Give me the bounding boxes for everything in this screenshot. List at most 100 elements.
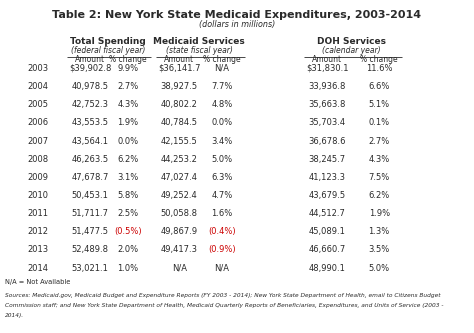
Text: $36,141.7: $36,141.7 bbox=[158, 64, 201, 73]
Text: 2010: 2010 bbox=[27, 191, 48, 200]
Text: 3.5%: 3.5% bbox=[369, 245, 390, 254]
Text: 48,990.1: 48,990.1 bbox=[309, 264, 346, 273]
Text: 2014).: 2014). bbox=[5, 313, 24, 318]
Text: 1.3%: 1.3% bbox=[369, 227, 390, 236]
Text: 46,660.7: 46,660.7 bbox=[309, 245, 346, 254]
Text: $39,902.8: $39,902.8 bbox=[69, 64, 111, 73]
Text: N/A: N/A bbox=[214, 264, 229, 273]
Text: 2013: 2013 bbox=[27, 245, 49, 254]
Text: 5.0%: 5.0% bbox=[211, 155, 232, 164]
Text: Amount: Amount bbox=[164, 55, 194, 64]
Text: 40,784.5: 40,784.5 bbox=[161, 118, 198, 128]
Text: 35,703.4: 35,703.4 bbox=[309, 118, 346, 128]
Text: 46,263.5: 46,263.5 bbox=[72, 155, 109, 164]
Text: Table 2: New York State Medicaid Expenditures, 2003-2014: Table 2: New York State Medicaid Expendi… bbox=[53, 10, 421, 20]
Text: % change: % change bbox=[360, 55, 398, 64]
Text: (calendar year): (calendar year) bbox=[322, 46, 381, 55]
Text: (federal fiscal year): (federal fiscal year) bbox=[71, 46, 145, 55]
Text: 2008: 2008 bbox=[27, 155, 49, 164]
Text: 2.7%: 2.7% bbox=[369, 137, 390, 146]
Text: 43,679.5: 43,679.5 bbox=[309, 191, 346, 200]
Text: 52,489.8: 52,489.8 bbox=[72, 245, 109, 254]
Text: 7.7%: 7.7% bbox=[211, 82, 233, 91]
Text: 2003: 2003 bbox=[27, 64, 49, 73]
Text: 1.0%: 1.0% bbox=[118, 264, 138, 273]
Text: 0.0%: 0.0% bbox=[211, 118, 232, 128]
Text: (0.4%): (0.4%) bbox=[208, 227, 236, 236]
Text: 35,663.8: 35,663.8 bbox=[309, 100, 346, 109]
Text: 3.1%: 3.1% bbox=[118, 173, 138, 182]
Text: 2009: 2009 bbox=[27, 173, 48, 182]
Text: 45,089.1: 45,089.1 bbox=[309, 227, 346, 236]
Text: (0.5%): (0.5%) bbox=[114, 227, 142, 236]
Text: 6.6%: 6.6% bbox=[368, 82, 390, 91]
Text: 49,417.3: 49,417.3 bbox=[161, 245, 198, 254]
Text: 47,678.7: 47,678.7 bbox=[72, 173, 109, 182]
Text: 4.3%: 4.3% bbox=[118, 100, 138, 109]
Text: 4.7%: 4.7% bbox=[211, 191, 232, 200]
Text: Amount: Amount bbox=[312, 55, 342, 64]
Text: 2005: 2005 bbox=[27, 100, 48, 109]
Text: 2011: 2011 bbox=[27, 209, 48, 218]
Text: 42,752.3: 42,752.3 bbox=[72, 100, 109, 109]
Text: 49,252.4: 49,252.4 bbox=[161, 191, 198, 200]
Text: 11.6%: 11.6% bbox=[366, 64, 392, 73]
Text: Commission staff; and New York State Department of Health, Medicaid Quarterly Re: Commission staff; and New York State Dep… bbox=[5, 303, 443, 308]
Text: (dollars in millions): (dollars in millions) bbox=[199, 20, 275, 29]
Text: 42,155.5: 42,155.5 bbox=[161, 137, 198, 146]
Text: 53,021.1: 53,021.1 bbox=[72, 264, 109, 273]
Text: 51,711.7: 51,711.7 bbox=[72, 209, 109, 218]
Text: 38,245.7: 38,245.7 bbox=[309, 155, 346, 164]
Text: 2.5%: 2.5% bbox=[118, 209, 138, 218]
Text: 51,477.5: 51,477.5 bbox=[72, 227, 109, 236]
Text: 5.0%: 5.0% bbox=[369, 264, 390, 273]
Text: 9.9%: 9.9% bbox=[118, 64, 138, 73]
Text: 6.3%: 6.3% bbox=[211, 173, 233, 182]
Text: N/A: N/A bbox=[214, 64, 229, 73]
Text: 47,027.4: 47,027.4 bbox=[161, 173, 198, 182]
Text: 50,453.1: 50,453.1 bbox=[72, 191, 109, 200]
Text: 0.0%: 0.0% bbox=[118, 137, 138, 146]
Text: 2007: 2007 bbox=[27, 137, 49, 146]
Text: 1.9%: 1.9% bbox=[369, 209, 390, 218]
Text: 3.4%: 3.4% bbox=[211, 137, 232, 146]
Text: Medicaid Services: Medicaid Services bbox=[153, 37, 245, 46]
Text: 4.8%: 4.8% bbox=[211, 100, 232, 109]
Text: Sources: Medicaid.gov, Medicaid Budget and Expenditure Reports (FY 2003 - 2014);: Sources: Medicaid.gov, Medicaid Budget a… bbox=[5, 293, 440, 298]
Text: 1.6%: 1.6% bbox=[211, 209, 232, 218]
Text: 7.5%: 7.5% bbox=[369, 173, 390, 182]
Text: 2012: 2012 bbox=[27, 227, 48, 236]
Text: N/A: N/A bbox=[172, 264, 187, 273]
Text: 2014: 2014 bbox=[27, 264, 48, 273]
Text: 38,927.5: 38,927.5 bbox=[161, 82, 198, 91]
Text: (state fiscal year): (state fiscal year) bbox=[165, 46, 233, 55]
Text: 36,678.6: 36,678.6 bbox=[308, 137, 346, 146]
Text: 2004: 2004 bbox=[27, 82, 48, 91]
Text: Total Spending: Total Spending bbox=[70, 37, 146, 46]
Text: 40,802.2: 40,802.2 bbox=[161, 100, 198, 109]
Text: 2006: 2006 bbox=[27, 118, 49, 128]
Text: 1.9%: 1.9% bbox=[118, 118, 138, 128]
Text: 5.8%: 5.8% bbox=[118, 191, 138, 200]
Text: 43,564.1: 43,564.1 bbox=[72, 137, 109, 146]
Text: 50,058.8: 50,058.8 bbox=[161, 209, 198, 218]
Text: 0.1%: 0.1% bbox=[369, 118, 390, 128]
Text: 44,512.7: 44,512.7 bbox=[309, 209, 346, 218]
Text: (0.9%): (0.9%) bbox=[208, 245, 236, 254]
Text: 2.7%: 2.7% bbox=[118, 82, 138, 91]
Text: 44,253.2: 44,253.2 bbox=[161, 155, 198, 164]
Text: % change: % change bbox=[109, 55, 147, 64]
Text: 2.0%: 2.0% bbox=[118, 245, 138, 254]
Text: 6.2%: 6.2% bbox=[118, 155, 138, 164]
Text: N/A = Not Available: N/A = Not Available bbox=[5, 279, 70, 285]
Text: $31,830.1: $31,830.1 bbox=[306, 64, 348, 73]
Text: 6.2%: 6.2% bbox=[369, 191, 390, 200]
Text: % change: % change bbox=[203, 55, 241, 64]
Text: 5.1%: 5.1% bbox=[369, 100, 390, 109]
Text: DOH Services: DOH Services bbox=[317, 37, 386, 46]
Text: 49,867.9: 49,867.9 bbox=[161, 227, 198, 236]
Text: 4.3%: 4.3% bbox=[369, 155, 390, 164]
Text: 43,553.5: 43,553.5 bbox=[72, 118, 109, 128]
Text: 41,123.3: 41,123.3 bbox=[309, 173, 346, 182]
Text: 40,978.5: 40,978.5 bbox=[72, 82, 109, 91]
